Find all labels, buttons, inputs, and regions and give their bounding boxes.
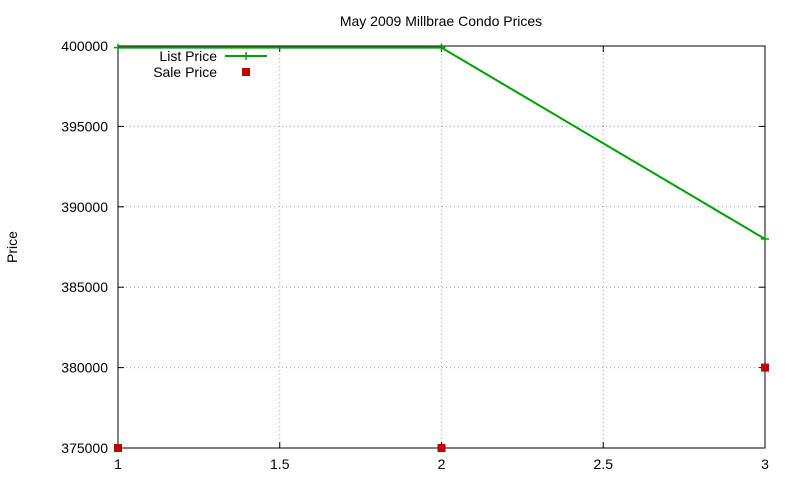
data-point: [437, 444, 446, 452]
axis-ticks: 1 1.5 2 2.5 3 375000 380000 385000 390000 395000 4…: [61, 38, 769, 472]
y-axis-label: Price: [4, 231, 20, 263]
grid-lines: [118, 46, 765, 448]
series-list-price: [114, 43, 769, 243]
y-tick-label: 375000: [61, 440, 108, 456]
legend-marker: [242, 68, 250, 76]
x-tick-label: 1.5: [270, 456, 290, 472]
data-point: [761, 363, 769, 372]
x-tick-label: 3: [761, 456, 769, 472]
legend-marker: [242, 52, 250, 60]
legend-label: List Price: [159, 48, 217, 64]
y-tick-label: 385000: [61, 279, 108, 295]
x-tick-label: 2.5: [594, 456, 614, 472]
data-series: [114, 43, 769, 452]
y-tick-label: 390000: [61, 199, 108, 215]
y-tick-label: 400000: [61, 38, 108, 54]
data-point: [114, 444, 122, 452]
data-point: [437, 43, 446, 52]
y-tick-label: 395000: [61, 118, 108, 134]
x-tick-label: 2: [438, 456, 446, 472]
series-sale-price: [114, 363, 769, 452]
legend-label: Sale Price: [153, 64, 217, 80]
y-tick-label: 380000: [61, 360, 108, 376]
data-point: [761, 234, 769, 243]
x-tick-label: 1: [114, 456, 122, 472]
chart-title: May 2009 Millbrae Condo Prices: [340, 13, 542, 29]
data-point: [114, 43, 122, 52]
